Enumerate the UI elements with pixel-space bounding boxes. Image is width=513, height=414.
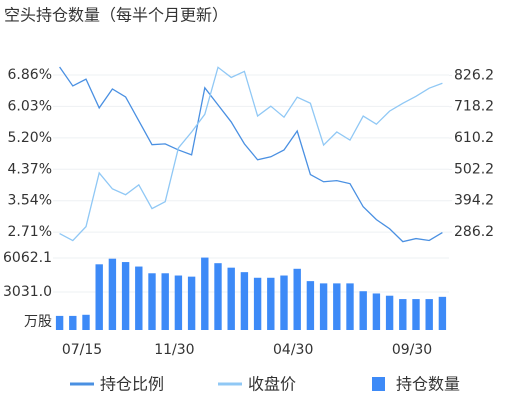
y-tick-label: 6.03% (8, 98, 52, 114)
bar (346, 283, 354, 330)
bar (267, 277, 275, 330)
chart-title: 空头持仓数量（每半个月更新） (4, 6, 228, 25)
bar (174, 275, 183, 330)
x-tick-label: 11/30 (154, 342, 194, 358)
bar (372, 293, 381, 330)
bar (293, 268, 301, 330)
x-tick-label: 04/30 (273, 342, 313, 358)
bar (55, 315, 64, 330)
bar (412, 299, 420, 330)
bar (82, 314, 90, 330)
bar (438, 296, 447, 330)
bar (359, 291, 367, 330)
bar (253, 277, 262, 330)
bar (148, 273, 156, 330)
y2-tick-label: 610.2 (454, 130, 494, 146)
y-tick-label: 4.37% (8, 161, 52, 177)
y-axis-label: 万股 (24, 314, 52, 330)
line-series (59, 66, 443, 243)
x-tick-label: 09/30 (392, 342, 432, 358)
y2-tick-label: 502.2 (454, 161, 494, 177)
bar (227, 267, 235, 330)
y-tick-label: 6062.1 (3, 250, 52, 266)
bar (306, 281, 315, 330)
bar (121, 262, 130, 330)
y-tick-label: 3031.0 (3, 284, 52, 300)
y-tick-label: 2.71% (8, 224, 52, 240)
bar (161, 273, 169, 330)
bar (425, 299, 433, 330)
y-tick-label: 3.54% (8, 193, 52, 209)
bar (319, 283, 328, 330)
bar (385, 295, 394, 330)
bar (240, 272, 249, 330)
bar (214, 263, 222, 330)
bar (95, 264, 103, 330)
line-series (59, 66, 443, 242)
bar (69, 315, 77, 330)
x-tick-label: 07/15 (62, 342, 102, 358)
y2-tick-label: 286.2 (454, 224, 494, 240)
legend-label: 收盘价 (248, 375, 296, 394)
bar (187, 276, 196, 330)
y2-tick-label: 394.2 (454, 193, 494, 209)
y2-tick-label: 718.2 (454, 99, 494, 115)
legend-label: 持仓数量 (396, 375, 460, 394)
y-tick-label: 6.86% (8, 67, 52, 83)
legend-icon (372, 377, 385, 391)
bar (201, 257, 209, 330)
legend-label: 持仓比例 (100, 375, 164, 394)
bar (108, 258, 117, 330)
bar (280, 275, 288, 330)
bar (135, 266, 143, 330)
y2-tick-label: 826.2 (454, 67, 494, 83)
bar (333, 283, 341, 330)
bar (399, 299, 407, 330)
y-tick-label: 5.20% (8, 130, 52, 146)
